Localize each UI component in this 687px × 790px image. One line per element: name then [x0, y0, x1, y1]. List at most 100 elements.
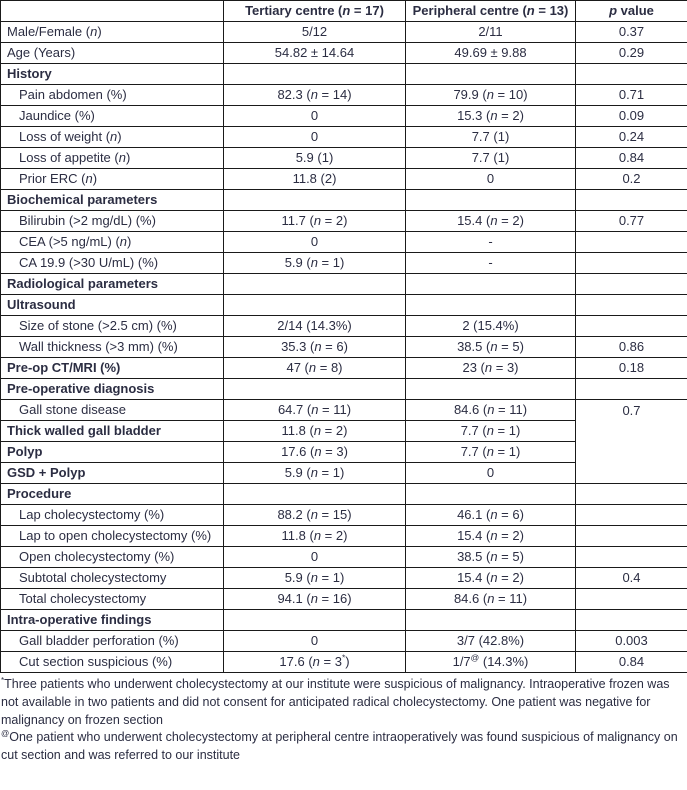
tertiary-value — [223, 378, 406, 400]
p-value: 0.003 — [575, 630, 687, 652]
peripheral-value: 15.4 (n = 2) — [405, 567, 576, 589]
section-row: Intra-operative findings — [0, 609, 687, 631]
section-row: Pre-operative diagnosis — [0, 378, 687, 400]
tertiary-value: 0 — [223, 630, 406, 652]
row-label-header — [0, 0, 224, 22]
tertiary-value — [223, 483, 406, 505]
table-row: Cut section suspicious (%) 17.6 (n = 3*) 1… — [0, 651, 687, 673]
p-value — [575, 189, 687, 211]
tertiary-value: 5.9 (n = 1) — [223, 462, 406, 484]
tertiary-value: 11.8 (n = 2) — [223, 525, 406, 547]
row-label: Open cholecystectomy (%) — [0, 546, 224, 568]
row-label: Polyp — [0, 441, 224, 463]
comparison-table: Tertiary centre (n = 17) Peripheral centr… — [0, 0, 687, 673]
tertiary-value: 0 — [223, 546, 406, 568]
p-value — [575, 588, 687, 610]
tertiary-value: 17.6 (n = 3) — [223, 441, 406, 463]
tertiary-value: 5/12 — [223, 21, 406, 43]
p-value: 0.29 — [575, 42, 687, 64]
p-value: 0.71 — [575, 84, 687, 106]
row-label: Ultrasound — [0, 294, 224, 316]
row-label: GSD + Polyp — [0, 462, 224, 484]
column-header: Tertiary centre (n = 17) — [223, 0, 406, 22]
row-label: CA 19.9 (>30 U/mL) (%) — [0, 252, 224, 274]
peripheral-value: - — [405, 231, 576, 253]
row-label: Pain abdomen (%) — [0, 84, 224, 106]
peripheral-value: 2 (15.4%) — [405, 315, 576, 337]
tertiary-value: 35.3 (n = 6) — [223, 336, 406, 358]
peripheral-value: 49.69 ± 9.88 — [405, 42, 576, 64]
tertiary-value: 5.9 (n = 1) — [223, 567, 406, 589]
p-value — [575, 378, 687, 400]
p-value — [575, 504, 687, 526]
row-label: Thick walled gall bladder — [0, 420, 224, 442]
p-value — [575, 525, 687, 547]
p-value — [575, 483, 687, 505]
tertiary-value: 5.9 (1) — [223, 147, 406, 169]
table-row: Loss of weight (n) 0 7.7 (1) 0.24 — [0, 126, 687, 148]
table-row: Jaundice (%) 0 15.3 (n = 2) 0.09 — [0, 105, 687, 127]
table-row: Pre-op CT/MRI (%) 47 (n = 8) 23 (n = 3) 0.1… — [0, 357, 687, 379]
table-row: Pain abdomen (%) 82.3 (n = 14) 79.9 (n = 1… — [0, 84, 687, 106]
row-label: Subtotal cholecystectomy — [0, 567, 224, 589]
peripheral-value: 7.7 (n = 1) — [405, 420, 576, 442]
table-body: Male/Female (n) 5/12 2/11 0.37 Age (Years) 54… — [0, 21, 687, 673]
table-row: Total cholecystectomy 94.1 (n = 16) 84.6 (… — [0, 588, 687, 610]
table-row: CA 19.9 (>30 U/mL) (%) 5.9 (n = 1) - — [0, 252, 687, 274]
row-label: Pre-op CT/MRI (%) — [0, 357, 224, 379]
table-row: Size of stone (>2.5 cm) (%) 2/14 (14.3%) 2… — [0, 315, 687, 337]
row-label: CEA (>5 ng/mL) (n) — [0, 231, 224, 253]
section-row: Ultrasound — [0, 294, 687, 316]
tertiary-value: 0 — [223, 126, 406, 148]
table-row: Lap cholecystectomy (%) 88.2 (n = 15) 46.1… — [0, 504, 687, 526]
footnote: *Three patients who underwent cholecyste… — [1, 675, 670, 727]
row-label: Gall stone disease — [0, 399, 224, 421]
row-label: Loss of weight (n) — [0, 126, 224, 148]
tertiary-value — [223, 294, 406, 316]
peripheral-value: 15.3 (n = 2) — [405, 105, 576, 127]
peripheral-value — [405, 273, 576, 295]
p-value: 0.09 — [575, 105, 687, 127]
table-row: Loss of appetite (n) 5.9 (1) 7.7 (1) 0.84 — [0, 147, 687, 169]
peripheral-value — [405, 378, 576, 400]
table-row: GSD + Polyp 5.9 (n = 1) 0 — [0, 462, 687, 484]
row-label: Bilirubin (>2 mg/dL) (%) — [0, 210, 224, 232]
tertiary-value — [223, 609, 406, 631]
peripheral-value: 84.6 (n = 11) — [405, 399, 576, 421]
table-row: Prior ERC (n) 11.8 (2) 0 0.2 — [0, 168, 687, 190]
row-label: Cut section suspicious (%) — [0, 651, 224, 673]
peripheral-value: 15.4 (n = 2) — [405, 210, 576, 232]
peripheral-value: 38.5 (n = 5) — [405, 546, 576, 568]
row-label: Jaundice (%) — [0, 105, 224, 127]
p-value: 0.24 — [575, 126, 687, 148]
table-row: Bilirubin (>2 mg/dL) (%) 11.7 (n = 2) 15.4… — [0, 210, 687, 232]
row-label: Male/Female (n) — [0, 21, 224, 43]
peripheral-value: 7.7 (n = 1) — [405, 441, 576, 463]
p-value: 0.4 — [575, 567, 687, 589]
footnote: @One patient who underwent cholecystecto… — [1, 729, 678, 762]
tertiary-value — [223, 63, 406, 85]
table-row: Wall thickness (>3 mm) (%) 35.3 (n = 6) 38… — [0, 336, 687, 358]
peripheral-value: 7.7 (1) — [405, 147, 576, 169]
row-label: Wall thickness (>3 mm) (%) — [0, 336, 224, 358]
p-value — [575, 546, 687, 568]
p-value: 0.18 — [575, 357, 687, 379]
peripheral-value: 0 — [405, 462, 576, 484]
table-row: Male/Female (n) 5/12 2/11 0.37 — [0, 21, 687, 43]
peripheral-value: 1/7@ (14.3%) — [405, 651, 576, 673]
tertiary-value: 11.8 (2) — [223, 168, 406, 190]
section-row: Radiological parameters — [0, 273, 687, 295]
table-row: Subtotal cholecystectomy 5.9 (n = 1) 15.4 … — [0, 567, 687, 589]
tertiary-value: 5.9 (n = 1) — [223, 252, 406, 274]
row-label: Lap to open cholecystectomy (%) — [0, 525, 224, 547]
p-value: 0.7 — [575, 399, 687, 484]
peripheral-value — [405, 63, 576, 85]
row-label: Size of stone (>2.5 cm) (%) — [0, 315, 224, 337]
table-head: Tertiary centre (n = 17) Peripheral centr… — [0, 0, 687, 22]
peripheral-value — [405, 609, 576, 631]
tertiary-value: 17.6 (n = 3*) — [223, 651, 406, 673]
peripheral-value: 2/11 — [405, 21, 576, 43]
tertiary-value: 82.3 (n = 14) — [223, 84, 406, 106]
peripheral-value — [405, 189, 576, 211]
footnotes: *Three patients who underwent cholecyste… — [0, 673, 687, 765]
